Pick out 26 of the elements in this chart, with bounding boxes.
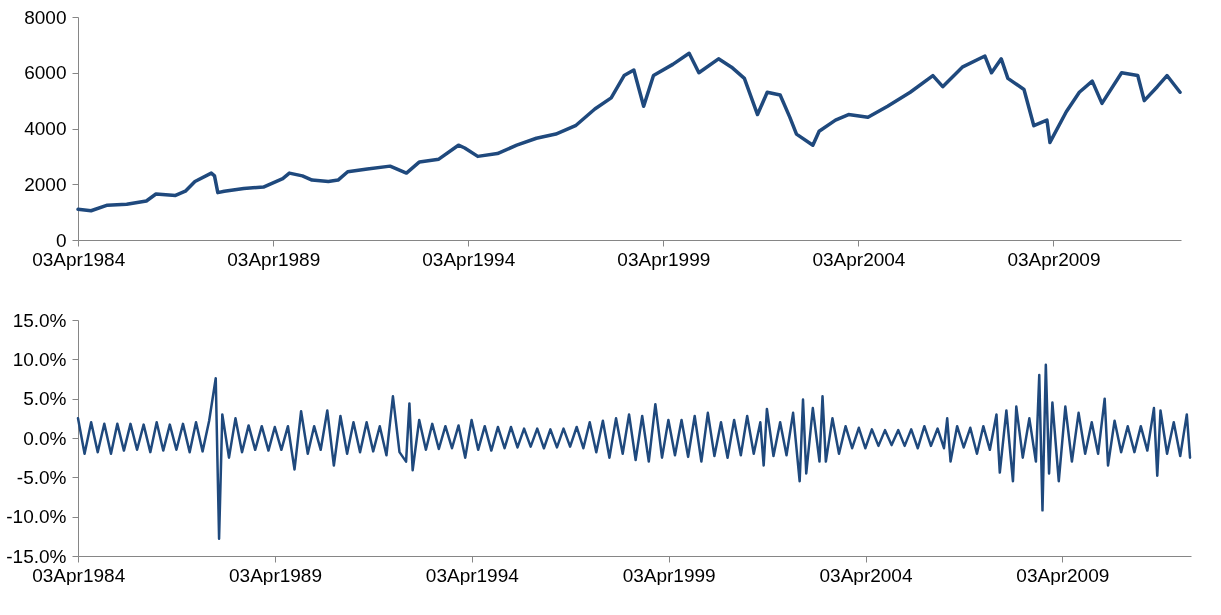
- y-tick-label: 5.0%: [23, 388, 67, 410]
- y-tick-label: 8000: [24, 6, 67, 28]
- x-tick-label: 03Apr1999: [622, 564, 716, 586]
- x-tick-label: 03Apr2004: [819, 564, 913, 586]
- y-tick-label: 15.0%: [12, 309, 67, 331]
- y-tick-label: 0.0%: [23, 427, 67, 449]
- y-tick-label: 10.0%: [12, 348, 67, 370]
- x-tick-label: 03Apr2004: [812, 248, 906, 270]
- y-tick-label: 4000: [24, 118, 67, 139]
- y-tick-label: 0: [55, 229, 67, 251]
- y-tick-label: 6000: [24, 62, 67, 84]
- y-tick-label: -15.0%: [6, 545, 67, 567]
- x-tick-label: 03Apr1994: [422, 248, 516, 270]
- x-tick-label: 03Apr1989: [227, 248, 321, 270]
- x-tick-label: 03Apr1984: [32, 564, 126, 586]
- x-tick-label: 03Apr1984: [32, 248, 126, 270]
- line-series: [76, 51, 1182, 213]
- line-series: [76, 363, 1192, 540]
- x-tick-label: 03Apr2009: [1007, 248, 1101, 270]
- x-tick-label: 03Apr1989: [229, 564, 322, 586]
- x-tick-label: 03Apr2009: [1016, 564, 1110, 586]
- y-tick-label: 2000: [24, 173, 67, 195]
- x-tick-label: 03Apr1999: [617, 248, 711, 270]
- x-tick-label: 03Apr1994: [425, 564, 520, 586]
- y-tick-label: -5.0%: [16, 466, 67, 488]
- y-tick-label: -10.0%: [6, 506, 67, 528]
